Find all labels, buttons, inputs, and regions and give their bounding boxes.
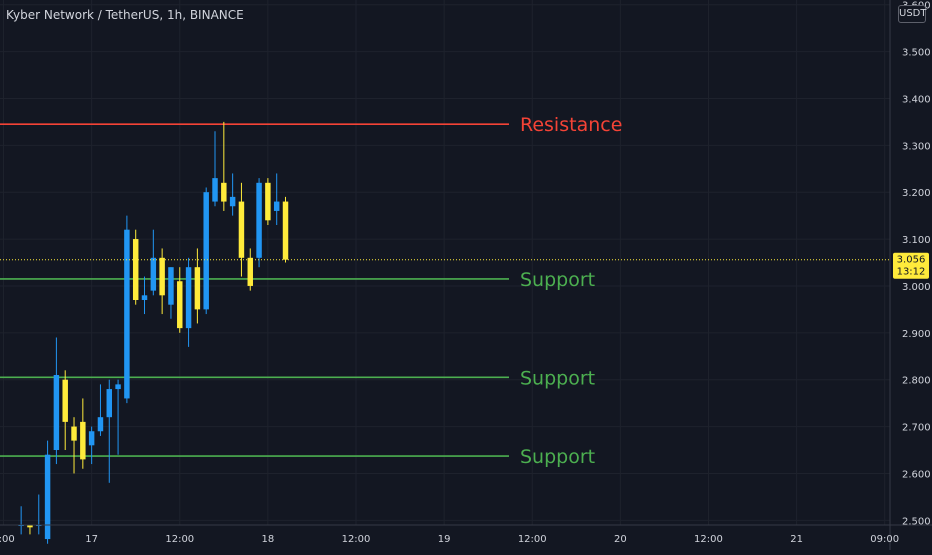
candle-body-up <box>141 295 148 300</box>
support-label: Support <box>520 446 595 468</box>
candle-body-down <box>27 525 33 528</box>
time-tick-label: 20 <box>614 534 627 545</box>
candle-body-down <box>132 239 139 300</box>
resistance-label: Resistance <box>520 114 622 136</box>
price-badge-countdown: 13:12 <box>897 267 926 278</box>
candle-body-up <box>203 192 209 310</box>
currency-button[interactable]: USDT <box>898 5 926 23</box>
time-tick-label: 2:00 <box>0 534 15 545</box>
time-tick-label: 12:00 <box>518 534 547 545</box>
candle-body-up <box>185 267 192 329</box>
candle-body-up <box>168 267 174 305</box>
price-tick-label: 2.800 <box>902 376 931 387</box>
candle-body-down <box>159 257 165 296</box>
candle-body-up <box>115 384 121 390</box>
candle-body-up <box>273 201 280 211</box>
candle-body-up <box>53 375 60 450</box>
price-badge-background <box>893 252 929 279</box>
time-tick-label: 12:00 <box>165 534 194 545</box>
price-tick-label: 3.300 <box>902 141 931 152</box>
price-tick-label: 3.200 <box>902 188 931 199</box>
horizontal-levels: Resistance Support Support Support <box>0 114 622 468</box>
candle-body-down <box>62 379 68 422</box>
candle-body-down <box>80 421 86 460</box>
time-tick-label: 19 <box>438 534 451 545</box>
time-tick-label: 18 <box>262 534 275 545</box>
candle-body-up <box>256 182 262 258</box>
price-tick-label: 2.600 <box>902 469 931 480</box>
candle-body-up <box>150 257 157 291</box>
price-badge: 3.056 13:12 <box>893 252 929 279</box>
candle-body-up <box>229 196 236 207</box>
candle-body-down <box>71 426 77 441</box>
candle-body-down <box>238 201 245 258</box>
price-badge-price: 3.056 <box>897 255 926 266</box>
price-tick-label: 3.000 <box>902 282 931 293</box>
time-tick-label: 21 <box>790 534 803 545</box>
candle-body-up <box>106 389 112 418</box>
candle-body-down <box>282 201 289 260</box>
time-tick-label: 17 <box>85 534 98 545</box>
candle-body-up <box>97 417 104 432</box>
price-tick-label: 3.400 <box>902 94 931 105</box>
price-tick-label: 3.500 <box>902 48 931 59</box>
support-label: Support <box>520 367 595 389</box>
price-tick-label: 2.900 <box>902 329 931 340</box>
candle-body-down <box>247 257 253 286</box>
candle-body-up <box>124 229 130 399</box>
candle-body-up <box>212 178 218 202</box>
symbol-title: Kyber Network / TetherUS, 1h, BINANCE <box>6 8 244 22</box>
time-tick-label: 12:00 <box>342 534 371 545</box>
time-tick-label: 12:00 <box>694 534 723 545</box>
price-tick-label: 2.500 <box>902 516 931 527</box>
price-tick-label: 3.100 <box>902 235 931 246</box>
price-tick-label: 2.700 <box>902 423 931 434</box>
candle-body-down <box>221 182 227 202</box>
candle-body-down <box>265 182 271 221</box>
support-label: Support <box>520 269 595 291</box>
candle-body-up <box>44 454 51 540</box>
time-tick-label: 09:00 <box>870 534 899 545</box>
candle-body-down <box>194 267 201 310</box>
candles <box>18 121 289 544</box>
time-axis[interactable]: 2:00 17 12:00 18 12:00 19 12:00 20 12:00 21 09:00 <box>0 534 899 545</box>
candle-body-up <box>88 431 95 446</box>
candle-body-down <box>177 281 183 329</box>
